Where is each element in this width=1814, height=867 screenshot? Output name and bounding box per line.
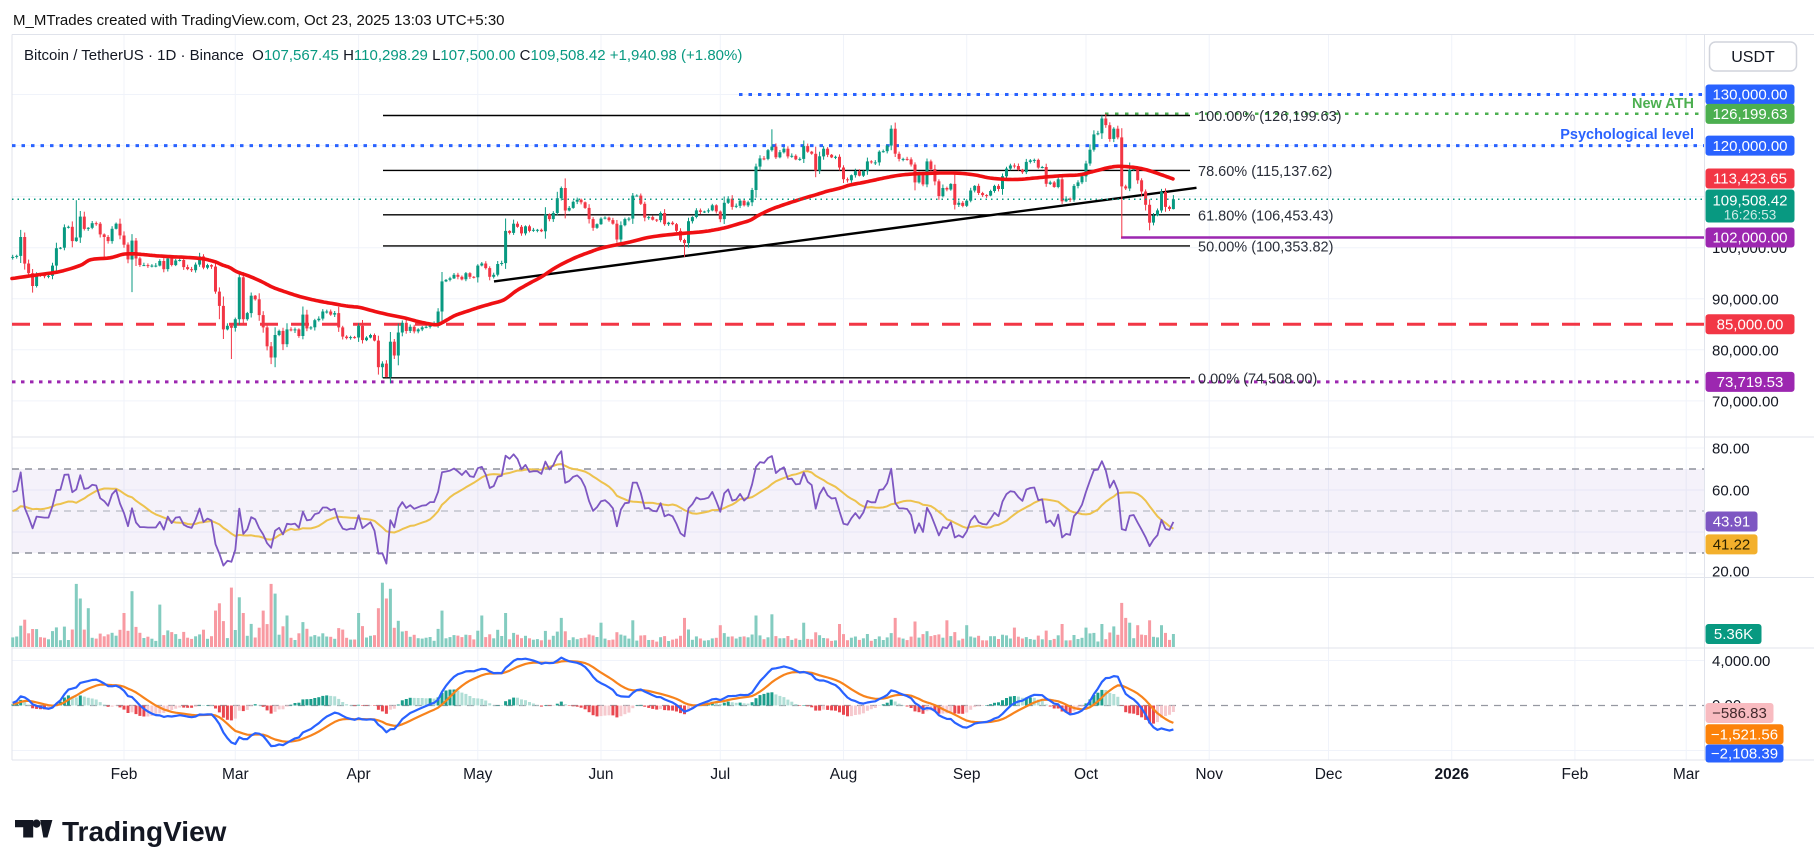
svg-text:4,000.00: 4,000.00 [1712, 653, 1770, 670]
svg-text:Aug: Aug [830, 766, 858, 783]
svg-text:60.00: 60.00 [1712, 483, 1750, 500]
svg-text:Dec: Dec [1315, 766, 1343, 783]
svg-text:Feb: Feb [111, 766, 138, 783]
svg-text:85,000.00: 85,000.00 [1717, 317, 1784, 334]
svg-text:Oct: Oct [1074, 766, 1099, 783]
svg-text:16:26:53: 16:26:53 [1724, 208, 1777, 223]
svg-text:−586.83: −586.83 [1712, 705, 1767, 722]
svg-text:113,423.65: 113,423.65 [1713, 171, 1787, 188]
svg-text:78.60% (115,137.62): 78.60% (115,137.62) [1198, 164, 1332, 180]
svg-text:80.00: 80.00 [1712, 441, 1750, 458]
svg-text:Bitcoin / TetherUS · 1D · Bina: Bitcoin / TetherUS · 1D · Binance O107,5… [24, 47, 742, 64]
svg-text:102,000.00: 102,000.00 [1712, 230, 1787, 247]
svg-text:130,000.00: 130,000.00 [1712, 87, 1787, 104]
svg-text:90,000.00: 90,000.00 [1712, 291, 1779, 308]
svg-text:−1,521.56: −1,521.56 [1711, 727, 1778, 744]
svg-text:Sep: Sep [953, 766, 981, 783]
svg-text:0.00% (74,508.00): 0.00% (74,508.00) [1198, 371, 1317, 387]
svg-text:Psychological level: Psychological level [1560, 127, 1694, 143]
svg-text:Jul: Jul [710, 766, 730, 783]
svg-text:120,000.00: 120,000.00 [1712, 138, 1787, 155]
svg-text:73,719.53: 73,719.53 [1717, 374, 1784, 391]
svg-text:Feb: Feb [1562, 766, 1589, 783]
svg-text:43.91: 43.91 [1713, 514, 1751, 531]
svg-text:20.00: 20.00 [1712, 564, 1750, 581]
svg-text:5.36K: 5.36K [1714, 626, 1753, 643]
svg-text:41.22: 41.22 [1713, 537, 1751, 554]
svg-text:USDT: USDT [1731, 49, 1775, 66]
svg-text:Apr: Apr [347, 766, 371, 783]
svg-text:TradingView: TradingView [62, 816, 227, 847]
svg-text:Nov: Nov [1195, 766, 1223, 783]
svg-text:M_MTrades created with Trading: M_MTrades created with TradingView.com, … [13, 12, 505, 29]
svg-text:−2,108.39: −2,108.39 [1711, 746, 1778, 763]
svg-text:61.80% (106,453.43): 61.80% (106,453.43) [1198, 208, 1333, 224]
svg-text:Mar: Mar [1673, 766, 1700, 783]
svg-text:126,199.63: 126,199.63 [1712, 106, 1787, 123]
svg-text:New ATH: New ATH [1632, 96, 1694, 112]
svg-text:2026: 2026 [1434, 766, 1469, 783]
svg-text:109,508.42: 109,508.42 [1712, 193, 1787, 210]
svg-text:100.00% (126,199.63): 100.00% (126,199.63) [1198, 109, 1342, 125]
svg-text:80,000.00: 80,000.00 [1712, 342, 1779, 359]
svg-text:May: May [463, 766, 493, 783]
svg-text:Jun: Jun [589, 766, 614, 783]
svg-text:70,000.00: 70,000.00 [1712, 393, 1779, 410]
svg-text:50.00% (100,353.82): 50.00% (100,353.82) [1198, 239, 1333, 255]
svg-text:Mar: Mar [222, 766, 249, 783]
